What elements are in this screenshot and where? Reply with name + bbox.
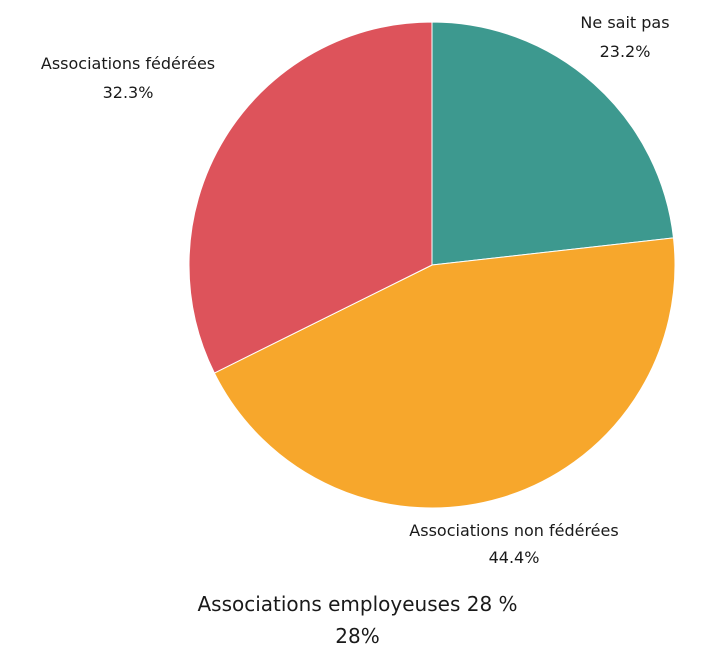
slice-value-label-1: 44.4% <box>489 548 540 567</box>
slice-label-2: Associations fédérées <box>41 54 215 73</box>
pie-slice-1 <box>213 237 676 509</box>
slice-value-label-2: 32.3% <box>103 83 154 102</box>
pie-slice-0 <box>431 21 675 266</box>
slice-label-0: Ne sait pas <box>580 13 669 32</box>
pie-slices <box>188 21 676 509</box>
slice-value-label-0: 23.2% <box>600 42 651 61</box>
pie-labels: Ne sait pas 23.2% Associations non fédérée… <box>41 13 670 567</box>
chart-footer-value: 28% <box>335 624 380 648</box>
pie-slice-2 <box>188 21 433 374</box>
chart-footer-title: Associations employeuses 28 % <box>197 592 518 616</box>
slice-label-1: Associations non fédérées <box>409 521 618 540</box>
